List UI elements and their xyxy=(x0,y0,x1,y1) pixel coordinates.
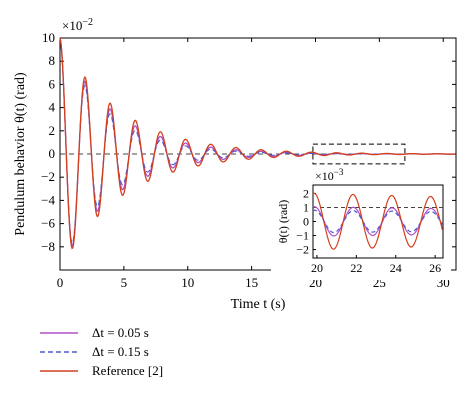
y-tick-label: 10 xyxy=(42,30,55,45)
inset-series-line-2 xyxy=(312,192,443,250)
inset-y-tick-label: 1 xyxy=(303,200,309,214)
series-line-2 xyxy=(59,37,456,250)
inset-series-line-1 xyxy=(312,209,443,234)
y-tick-label: −4 xyxy=(41,192,55,207)
inset-frame xyxy=(312,184,444,259)
inset-x-tick-label: 20 xyxy=(311,261,323,275)
legend-label-2: Reference [2] xyxy=(92,363,163,378)
inset-y-tick-label: 2 xyxy=(303,186,309,200)
legend-label-1: Δt = 0.15 s xyxy=(92,344,149,359)
inset-x-tick-label: 26 xyxy=(429,261,441,275)
y-tick-label: 4 xyxy=(49,100,56,115)
y-tick-label: −2 xyxy=(41,169,55,184)
y-tick-label: 0 xyxy=(49,146,56,161)
legend-label-0: Δt = 0.05 s xyxy=(92,325,149,340)
y-tick-label: 2 xyxy=(49,123,56,138)
y-axis-label: Pendulum behavior θ(t) (rad) xyxy=(13,72,28,236)
x-axis-label: Time t (s) xyxy=(231,297,286,312)
y-multiplier-label: ×10−2 xyxy=(62,17,93,33)
y-tick-label: 8 xyxy=(49,53,56,68)
x-tick-label: 15 xyxy=(245,275,258,290)
x-tick-label: 0 xyxy=(57,275,64,290)
inset-x-tick-label: 24 xyxy=(390,261,402,275)
y-tick-label: −8 xyxy=(41,239,55,254)
x-tick-label: 5 xyxy=(121,275,128,290)
inset-x-tick-label: 22 xyxy=(350,261,362,275)
x-tick-label: 10 xyxy=(181,275,194,290)
inset-y-tick-label: 0 xyxy=(303,215,309,229)
inset-y-axis-label: θ(t) (rad) xyxy=(276,200,290,243)
y-tick-label: −6 xyxy=(41,216,55,231)
y-tick-label: 6 xyxy=(49,76,56,91)
inset-y-tick-label: −1 xyxy=(296,229,309,243)
inset-y-tick-label: −2 xyxy=(296,243,309,257)
